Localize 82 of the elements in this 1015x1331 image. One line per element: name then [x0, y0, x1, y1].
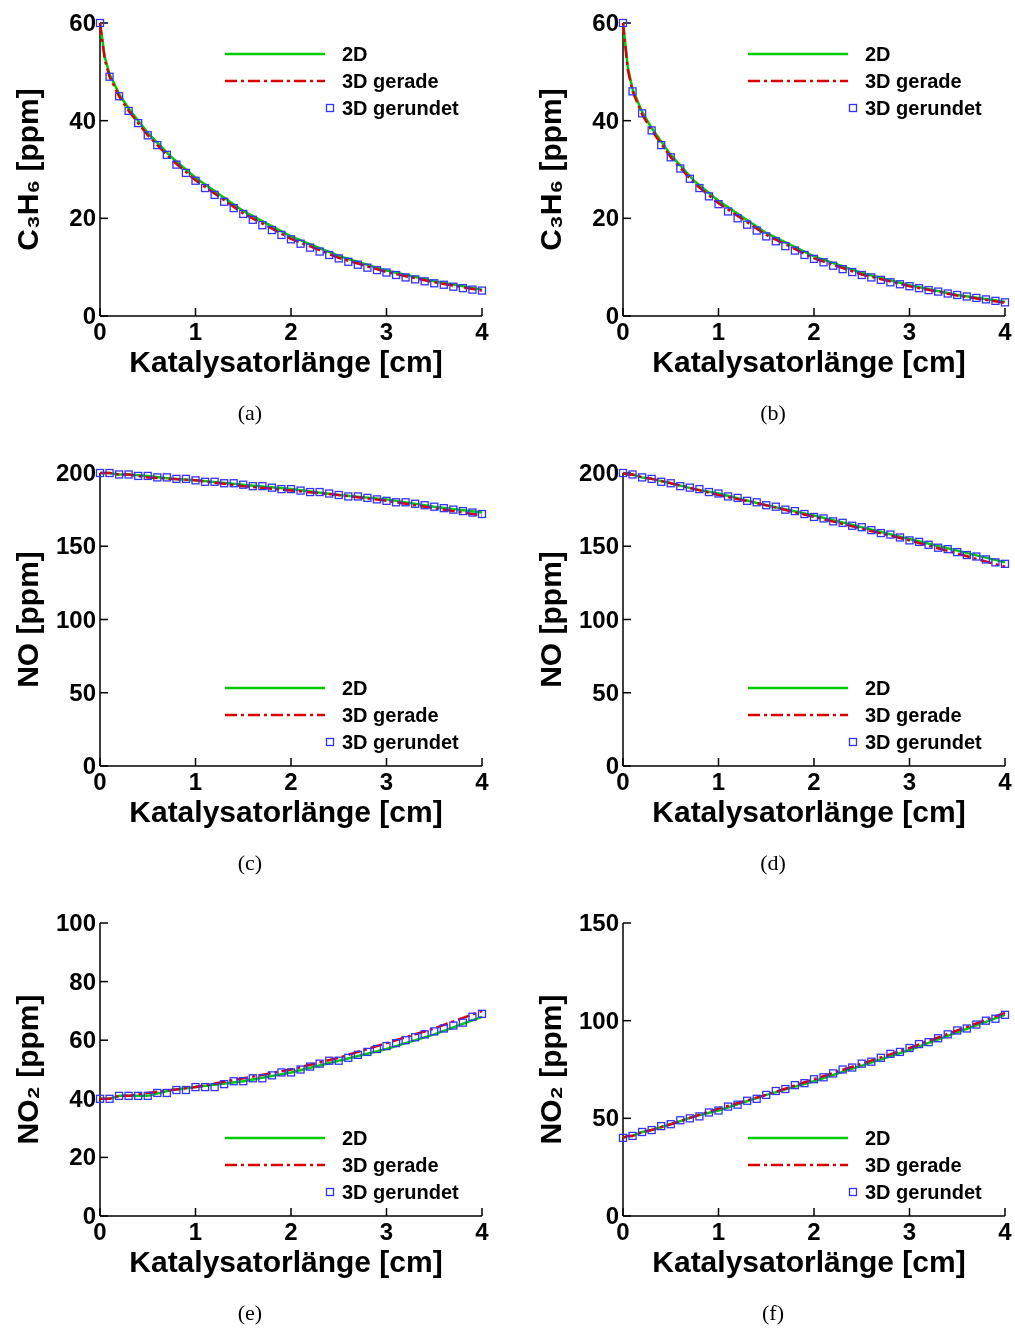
x-tick-label: 3	[902, 1218, 917, 1245]
legend-label: 3D gerundet	[342, 731, 460, 753]
y-tick-label: 60	[69, 1026, 96, 1054]
legend-label: 2D	[865, 677, 891, 699]
x-axis-title: Katalysatorlänge [cm]	[652, 1245, 966, 1278]
y-tick-label: 40	[69, 106, 96, 134]
y-axis-title: NO₂ [ppm]	[534, 994, 567, 1145]
y-tick-label: 50	[592, 1104, 619, 1132]
y-tick-label: 200	[578, 459, 619, 486]
x-axis-title: Katalysatorlänge [cm]	[652, 795, 966, 828]
legend-label: 2D	[865, 43, 891, 65]
y-axis-title: C₃H₆ [ppm]	[534, 88, 567, 251]
legend-label: 3D gerade	[865, 1154, 962, 1176]
legend-label: 2D	[342, 43, 368, 65]
text: (f)	[762, 1300, 784, 1325]
y-tick-label: 40	[592, 106, 619, 134]
y-tick-label: 100	[55, 605, 96, 633]
x-tick-label: 4	[475, 318, 490, 345]
x-tick-label: 2	[284, 768, 298, 795]
x-tick-label: 1	[188, 768, 203, 795]
x-tick-label: 3	[902, 768, 917, 795]
legend-label: 3D gerade	[342, 70, 439, 92]
legend-label: 3D gerundet	[342, 97, 460, 119]
text: (a)	[237, 400, 263, 425]
y-tick-label: 60	[69, 9, 96, 36]
x-axis-title: Katalysatorlänge [cm]	[652, 345, 966, 378]
y-tick-label: 100	[578, 1006, 619, 1034]
x-tick-label: 1	[711, 768, 726, 795]
legend-label: 3D gerade	[342, 704, 439, 726]
x-tick-label: 2	[284, 318, 298, 345]
x-tick-label: 3	[379, 768, 394, 795]
x-tick-label: 2	[284, 1218, 298, 1245]
x-tick-label: 4	[998, 768, 1013, 795]
legend-label: 3D gerade	[865, 704, 962, 726]
x-tick-label: 3	[379, 1218, 394, 1245]
y-tick-label: 100	[578, 605, 619, 633]
y-tick-label: 20	[69, 204, 96, 232]
x-tick-label: 4	[998, 1218, 1013, 1245]
legend-label: 3D gerundet	[865, 731, 983, 753]
y-tick-label: 150	[578, 909, 619, 936]
x-tick-label: 4	[475, 1218, 490, 1245]
x-tick-label: 4	[998, 318, 1013, 345]
y-tick-label: 20	[592, 204, 619, 232]
x-tick-label: 2	[807, 318, 821, 345]
y-axis-title: NO [ppm]	[534, 551, 567, 688]
x-tick-label: 4	[475, 768, 490, 795]
y-tick-label: 20	[69, 1143, 96, 1171]
text: (e)	[237, 1300, 263, 1325]
y-tick-label: 60	[592, 9, 619, 36]
x-tick-label: 1	[188, 318, 203, 345]
text: (c)	[237, 850, 263, 875]
legend-label: 3D gerade	[865, 70, 962, 92]
text: (d)	[760, 850, 786, 875]
y-tick-label: 150	[578, 532, 619, 560]
legend-label: 2D	[865, 1127, 891, 1149]
y-tick-label: 40	[69, 1084, 96, 1112]
y-tick-label: 50	[69, 678, 96, 706]
y-tick-label: 200	[55, 459, 96, 486]
x-tick-label: 1	[711, 318, 726, 345]
x-axis-title: Katalysatorlänge [cm]	[129, 795, 443, 828]
legend-label: 3D gerundet	[342, 1181, 460, 1203]
x-tick-label: 3	[379, 318, 394, 345]
x-tick-label: 2	[807, 1218, 821, 1245]
x-tick-label: 1	[188, 1218, 203, 1245]
legend-label: 2D	[342, 677, 368, 699]
x-tick-label: 1	[711, 1218, 726, 1245]
legend-label: 2D	[342, 1127, 368, 1149]
y-axis-title: NO₂ [ppm]	[11, 994, 44, 1145]
y-tick-label: 80	[69, 967, 96, 995]
x-axis-title: Katalysatorlänge [cm]	[129, 345, 443, 378]
y-tick-label: 100	[55, 909, 96, 936]
legend-label: 3D gerade	[342, 1154, 439, 1176]
text: (b)	[760, 400, 786, 425]
x-axis-title: Katalysatorlänge [cm]	[129, 1245, 443, 1278]
y-axis-title: C₃H₆ [ppm]	[11, 88, 44, 251]
y-tick-label: 150	[55, 532, 96, 560]
legend-label: 3D gerundet	[865, 97, 983, 119]
x-tick-label: 3	[902, 318, 917, 345]
y-tick-label: 50	[592, 678, 619, 706]
y-axis-title: NO [ppm]	[11, 551, 44, 688]
x-tick-label: 2	[807, 768, 821, 795]
legend-label: 3D gerundet	[865, 1181, 983, 1203]
